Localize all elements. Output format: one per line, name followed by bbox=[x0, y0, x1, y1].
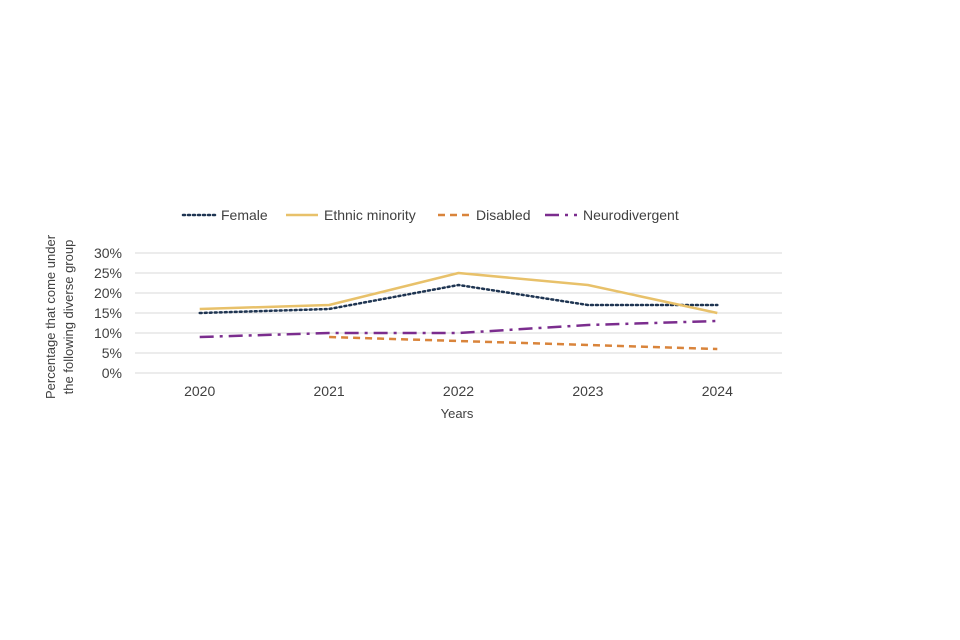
chart-legend: Female Ethnic minority Disabled Neurodiverg… bbox=[181, 207, 679, 223]
x-axis-title: Years bbox=[441, 406, 474, 421]
x-tick-label: 2024 bbox=[702, 383, 733, 399]
y-axis-title-line-2: the following diverse group bbox=[61, 240, 76, 395]
series-line-neurodivergent bbox=[199, 319, 718, 339]
x-tick-label: 2020 bbox=[184, 383, 215, 399]
series-lines bbox=[198, 271, 719, 351]
series-line-ethnic-minority bbox=[199, 271, 718, 315]
y-axis-tick-labels: 0% 5% 10% 15% 20% 25% 30% bbox=[94, 245, 122, 381]
legend-label: Disabled bbox=[476, 207, 530, 223]
y-axis-title-line-1: Percentage that come under bbox=[43, 234, 58, 399]
y-tick-label: 15% bbox=[94, 305, 122, 321]
legend-label: Ethnic minority bbox=[324, 207, 416, 223]
y-tick-label: 5% bbox=[102, 345, 122, 361]
y-tick-label: 0% bbox=[102, 365, 122, 381]
y-tick-label: 20% bbox=[94, 285, 122, 301]
x-tick-label: 2022 bbox=[443, 383, 474, 399]
y-tick-label: 10% bbox=[94, 325, 122, 341]
y-tick-label: 25% bbox=[94, 265, 122, 281]
y-axis-title: Percentage that come under the following… bbox=[43, 234, 76, 399]
x-axis-tick-labels: 2020 2021 2022 2023 2024 bbox=[184, 383, 733, 399]
series-line-female bbox=[198, 283, 719, 315]
legend-label: Female bbox=[221, 207, 268, 223]
x-tick-label: 2021 bbox=[314, 383, 345, 399]
legend-label: Neurodivergent bbox=[583, 207, 679, 223]
x-tick-label: 2023 bbox=[572, 383, 603, 399]
y-tick-label: 30% bbox=[94, 245, 122, 261]
series-line-disabled bbox=[329, 335, 718, 351]
